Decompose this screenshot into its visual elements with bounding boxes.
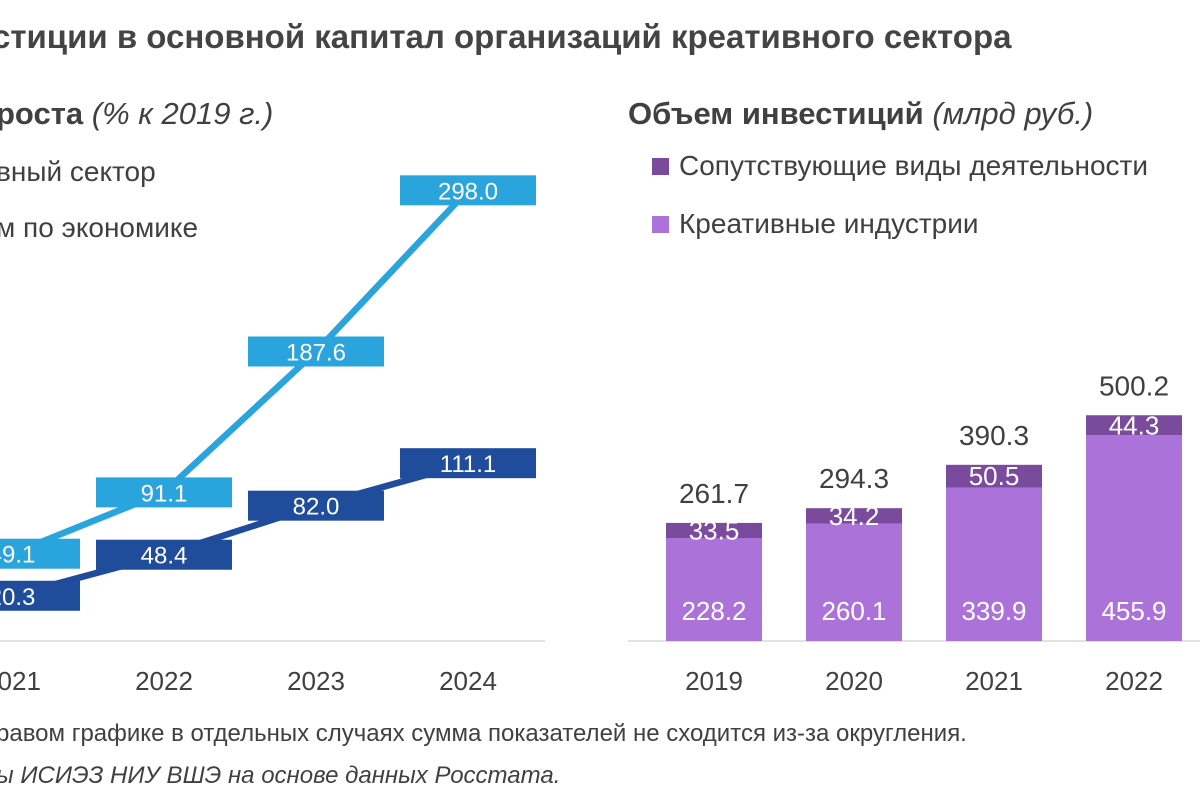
- bar-value-label: 33.5: [689, 515, 740, 545]
- bar-value-label: 455.9: [1101, 596, 1166, 626]
- x-tick-label: 2021: [0, 666, 41, 696]
- x-tick-label: 2023: [287, 666, 345, 696]
- bar-value-label: 50.5: [969, 461, 1020, 491]
- legend-label-related: Сопутствующие виды деятельности: [679, 150, 1148, 181]
- bar-segment-creative: [806, 523, 902, 641]
- data-label-box: [96, 539, 232, 570]
- series-line: [8, 459, 472, 600]
- data-label: 20.3: [0, 584, 35, 611]
- data-label: 298.0: [438, 178, 498, 205]
- data-label-box: [400, 448, 536, 479]
- legend-economy-average: м по экономике: [0, 212, 199, 243]
- legend-swatch-related: [652, 157, 669, 175]
- x-tick-label: 2024: [439, 666, 497, 696]
- chart-title: стиции в основной капитал организаций кр…: [0, 18, 1012, 55]
- bar-segment-creative: [1086, 435, 1182, 641]
- bar-total-label: 294.3: [819, 463, 889, 494]
- footnote-source: ы ИСИЭЗ НИУ ВШЭ на основе данных Росстат…: [0, 762, 561, 789]
- right-chart-title-unit: (млрд руб.): [932, 96, 1094, 131]
- bar-segment-related: [946, 464, 1042, 488]
- bar-total-label: 500.2: [1099, 370, 1169, 401]
- series-line: [8, 187, 472, 557]
- data-label-box: [0, 538, 80, 569]
- legend-label-creative: Креативные индустрии: [679, 208, 979, 239]
- bar-value-label: 228.2: [681, 596, 746, 626]
- data-label: 49.1: [0, 542, 35, 569]
- footnote-rounding: равом графике в отдельных случаях сумма …: [0, 720, 967, 747]
- legend-creative-sector: вный сектор: [0, 156, 156, 187]
- x-tick-label: 2019: [685, 666, 743, 696]
- data-label-box: [96, 477, 232, 508]
- x-tick-label: 2022: [135, 666, 193, 696]
- data-label: 82.0: [293, 494, 340, 521]
- legend-swatch-creative: [652, 215, 669, 233]
- data-label-box: [248, 490, 384, 521]
- x-tick-label: 2020: [825, 666, 883, 696]
- data-label-box: [0, 580, 80, 611]
- right-chart-title: Объем инвестиций (млрд руб.): [628, 96, 1093, 132]
- left-chart-title-unit: (% к 2019 г.): [91, 96, 274, 131]
- data-label-box: [400, 175, 536, 206]
- bar-segment-creative: [946, 487, 1042, 641]
- bar-segment-related: [806, 508, 902, 524]
- data-label: 91.1: [141, 480, 188, 507]
- bar-value-label: 260.1: [821, 596, 886, 626]
- data-label: 48.4: [141, 543, 188, 570]
- data-label: 111.1: [440, 451, 497, 478]
- bar-segment-creative: [666, 538, 762, 641]
- bar-value-label: 339.9: [961, 596, 1026, 626]
- bar-segment-related: [666, 522, 762, 539]
- bar-total-label: 261.7: [679, 478, 749, 509]
- right-chart-title-main: Объем инвестиций: [628, 96, 924, 131]
- x-tick-label: 2022: [1105, 666, 1163, 696]
- bar-total-label: 390.3: [959, 420, 1029, 451]
- left-chart-title: роста (% к 2019 г.): [0, 96, 273, 132]
- bar-value-label: 34.2: [829, 501, 880, 531]
- legend-creative-industries: Креативные индустрии: [652, 208, 979, 240]
- x-tick-label: 2021: [965, 666, 1023, 696]
- data-label: 187.6: [286, 340, 346, 367]
- left-chart-title-main: роста: [0, 96, 84, 131]
- bar-value-label: 44.3: [1109, 410, 1160, 440]
- data-label-box: [248, 336, 384, 367]
- legend-related-activities: Сопутствующие виды деятельности: [652, 150, 1148, 182]
- bar-segment-related: [1086, 415, 1182, 436]
